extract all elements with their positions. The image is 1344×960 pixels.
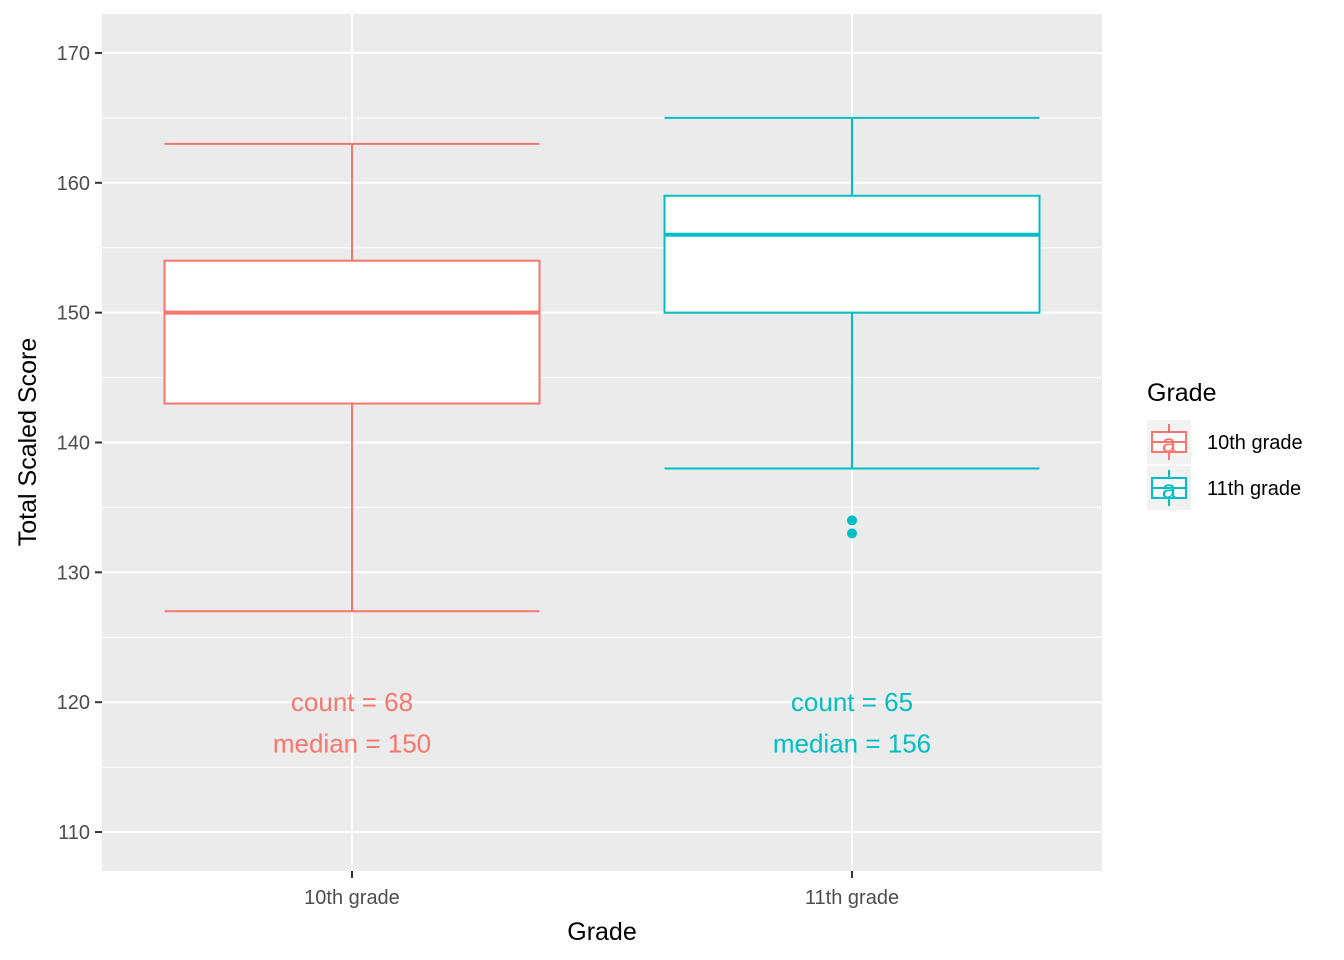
y-tick-label: 110 [58, 822, 90, 844]
box-10th-grade [163, 142, 541, 613]
iqr-box [163, 259, 541, 405]
annotations: count = 68 median = 150 count = 65 median =… [273, 687, 931, 759]
legend-key-text-glyph: a [1162, 474, 1177, 504]
y-tick-label: 160 [57, 173, 90, 195]
y-tick-label: 140 [57, 433, 90, 455]
boxes [163, 116, 1041, 613]
outlier-point [847, 528, 857, 539]
legend-label: 10th grade [1207, 432, 1303, 454]
legend: Grade a 10th grade a 11th grade [1147, 379, 1303, 510]
x-tick-label: 10th grade [304, 887, 400, 909]
x-tick-label: 11th grade [805, 887, 899, 909]
box-11th-grade [663, 116, 1041, 539]
iqr-box [663, 194, 1041, 314]
median-label: median = 156 [773, 729, 931, 759]
x-axis-title: Grade [567, 918, 636, 946]
legend-key-11th-grade: a 11th grade [1147, 466, 1301, 510]
legend-label: 11th grade [1207, 478, 1301, 500]
legend-title: Grade [1147, 379, 1216, 407]
count-label: count = 65 [791, 687, 913, 717]
y-tick-label: 150 [57, 303, 90, 325]
count-label: count = 68 [291, 687, 413, 717]
x-axis: 10th grade 11th grade [304, 871, 899, 909]
y-tick-label: 120 [57, 692, 90, 714]
legend-key-text-glyph: a [1162, 428, 1177, 458]
legend-keys: a 10th grade a 11th grade [1147, 420, 1303, 510]
y-axis: 110 120 130 140 150 160 170 [57, 43, 102, 844]
y-axis-title: Total Scaled Score [14, 338, 42, 546]
legend-key-10th-grade: a 10th grade [1147, 420, 1303, 464]
y-tick-label: 170 [57, 43, 90, 65]
y-tick-label: 130 [57, 562, 90, 584]
median-label: median = 150 [273, 729, 431, 759]
outlier-point [847, 515, 857, 526]
